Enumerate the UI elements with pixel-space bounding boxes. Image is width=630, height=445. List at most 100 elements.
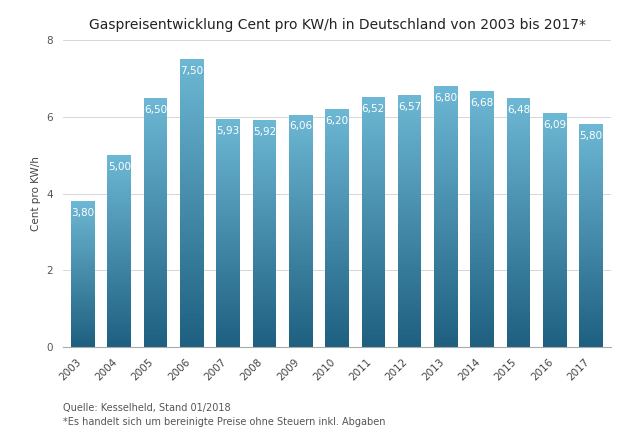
Bar [289,276,312,277]
Bar [71,284,94,285]
Bar [253,146,276,147]
Bar [471,109,494,111]
Bar [362,242,385,244]
Bar [108,247,131,249]
Bar [543,292,566,294]
Bar [580,246,603,248]
Bar [144,136,168,138]
Bar [325,257,349,258]
Bar [398,177,421,179]
Bar [216,335,240,336]
Bar [580,153,603,154]
Bar [434,335,458,337]
Bar [543,113,566,115]
Bar [507,210,530,211]
Bar [543,130,566,132]
Bar [434,340,458,342]
Bar [362,254,385,255]
Bar [362,302,385,304]
Bar [180,299,203,301]
Bar [543,280,566,282]
Bar [108,198,131,200]
Bar [325,201,349,203]
Bar [325,269,349,271]
Bar [289,305,312,307]
Text: 3,80: 3,80 [71,208,94,218]
Bar [108,314,131,315]
Bar [580,254,603,255]
Bar [325,170,349,171]
Bar [543,232,566,233]
Bar [253,214,276,215]
Bar [398,98,421,100]
Bar [507,301,530,302]
Bar [507,178,530,180]
Bar [362,342,385,344]
Bar [216,321,240,323]
Bar [507,283,530,284]
Bar [434,267,458,269]
Bar [580,170,603,172]
Bar [325,238,349,239]
Bar [216,323,240,324]
Bar [471,183,494,185]
Bar [289,222,312,223]
Bar [180,220,203,222]
Bar [180,234,203,236]
Bar [289,156,312,158]
Bar [108,315,131,316]
Bar [507,142,530,143]
Bar [71,255,94,256]
Bar [216,144,240,146]
Bar [253,190,276,191]
Bar [71,226,94,227]
Bar [362,104,385,105]
Bar [398,278,421,280]
Bar [362,271,385,272]
Bar [580,145,603,147]
Bar [289,215,312,217]
Bar [325,233,349,235]
Bar [289,136,312,138]
Bar [325,193,349,195]
Bar [253,137,276,138]
Bar [71,301,94,302]
Bar [543,219,566,221]
Bar [580,317,603,319]
Bar [434,263,458,265]
Bar [144,249,168,251]
Bar [580,249,603,251]
Bar [71,270,94,271]
Bar [543,170,566,171]
Bar [434,328,458,330]
Bar [398,270,421,271]
Bar [180,334,203,336]
Bar [398,307,421,308]
Bar [289,125,312,127]
Bar [325,199,349,201]
Bar [543,266,566,267]
Bar [108,235,131,236]
Bar [325,131,349,133]
Bar [108,219,131,220]
Bar [144,184,168,186]
Bar [71,204,94,205]
Bar [507,319,530,320]
Bar [289,194,312,195]
Bar [471,193,494,195]
Bar [580,268,603,270]
Bar [71,222,94,224]
Bar [216,177,240,179]
Bar [144,252,168,254]
Bar [253,161,276,162]
Bar [325,119,349,120]
Bar [253,321,276,323]
Bar [144,317,168,319]
Bar [253,231,276,232]
Bar [471,135,494,137]
Bar [362,122,385,124]
Bar [434,213,458,215]
Bar [434,135,458,137]
Bar [398,103,421,105]
Bar [434,88,458,89]
